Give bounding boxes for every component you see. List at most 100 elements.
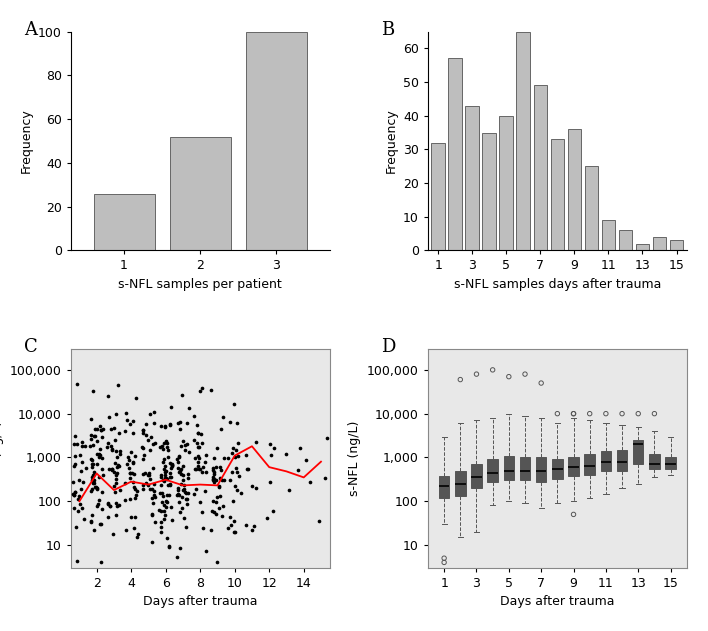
Point (178, 485, 189, 495)
Point (158, 492, 169, 502)
Point (127, 428, 139, 438)
Point (649, 409, 660, 419)
Point (110, 458, 121, 468)
Point (301, 455, 312, 465)
Point (213, 503, 224, 513)
PathPatch shape (633, 440, 644, 464)
Point (128, 522, 139, 533)
Point (125, 447, 137, 457)
Point (166, 460, 178, 470)
Point (95, 425, 106, 435)
Point (72, 556, 83, 566)
Point (88, 478, 99, 488)
Point (124, 468, 135, 478)
Point (218, 475, 229, 485)
Point (265, 439, 276, 449)
Point (105, 425, 117, 435)
Point (176, 503, 188, 513)
Point (165, 480, 176, 490)
Point (123, 463, 135, 473)
Point (148, 418, 159, 428)
Y-axis label: s-NFL (ng/L): s-NFL (ng/L) (348, 421, 362, 496)
Point (156, 497, 167, 507)
Bar (170, 137, 231, 251)
Point (159, 470, 171, 480)
Point (76, 437, 88, 447)
Point (137, 428, 148, 438)
Point (127, 476, 139, 487)
Point (232, 418, 243, 428)
PathPatch shape (649, 454, 660, 469)
Point (183, 469, 194, 480)
Point (280, 449, 292, 459)
Point (292, 466, 303, 476)
Point (176, 464, 187, 475)
Point (210, 461, 222, 471)
Point (162, 474, 173, 484)
Point (113, 428, 124, 439)
Point (164, 468, 176, 478)
Point (166, 472, 177, 482)
Point (108, 529, 119, 539)
Bar (517, 32, 530, 251)
Point (249, 521, 260, 531)
Point (95, 557, 106, 567)
Point (93, 499, 104, 509)
Point (171, 454, 183, 464)
Point (200, 546, 212, 556)
Point (148, 479, 159, 489)
Point (193, 442, 204, 452)
PathPatch shape (536, 457, 547, 481)
Point (209, 452, 220, 463)
Point (139, 468, 151, 478)
Point (72, 506, 84, 516)
Point (72, 379, 83, 389)
Bar (448, 59, 462, 251)
Point (88, 478, 100, 488)
Point (85, 454, 96, 464)
Point (69, 430, 81, 440)
Point (128, 469, 139, 480)
Point (115, 485, 126, 495)
Point (246, 481, 258, 491)
Point (86, 463, 98, 473)
X-axis label: s-NFL samples days after trauma: s-NFL samples days after trauma (454, 278, 661, 291)
Point (127, 416, 138, 426)
Point (617, 409, 628, 419)
Point (188, 489, 200, 499)
Point (183, 403, 194, 413)
Point (173, 489, 184, 499)
Bar (653, 237, 666, 251)
Point (161, 438, 173, 448)
Point (94, 421, 105, 431)
Point (88, 525, 100, 535)
Point (96, 504, 108, 514)
Point (193, 428, 204, 438)
Point (154, 442, 165, 452)
Point (124, 419, 135, 429)
Point (130, 392, 142, 403)
Bar (465, 105, 479, 251)
Point (155, 517, 166, 527)
Point (214, 481, 225, 492)
Point (157, 475, 169, 485)
Point (164, 479, 176, 489)
Point (111, 462, 122, 472)
Point (164, 420, 176, 430)
Point (210, 497, 222, 507)
Point (147, 497, 159, 507)
Point (438, 557, 450, 567)
Point (74, 498, 86, 509)
Point (138, 450, 149, 460)
Point (164, 542, 175, 552)
Point (181, 439, 193, 449)
Point (144, 473, 155, 483)
Point (264, 477, 275, 487)
PathPatch shape (569, 457, 578, 476)
Point (320, 473, 331, 483)
Point (103, 512, 114, 522)
Point (173, 490, 184, 500)
Point (147, 537, 158, 547)
PathPatch shape (503, 456, 514, 480)
Point (503, 372, 515, 382)
